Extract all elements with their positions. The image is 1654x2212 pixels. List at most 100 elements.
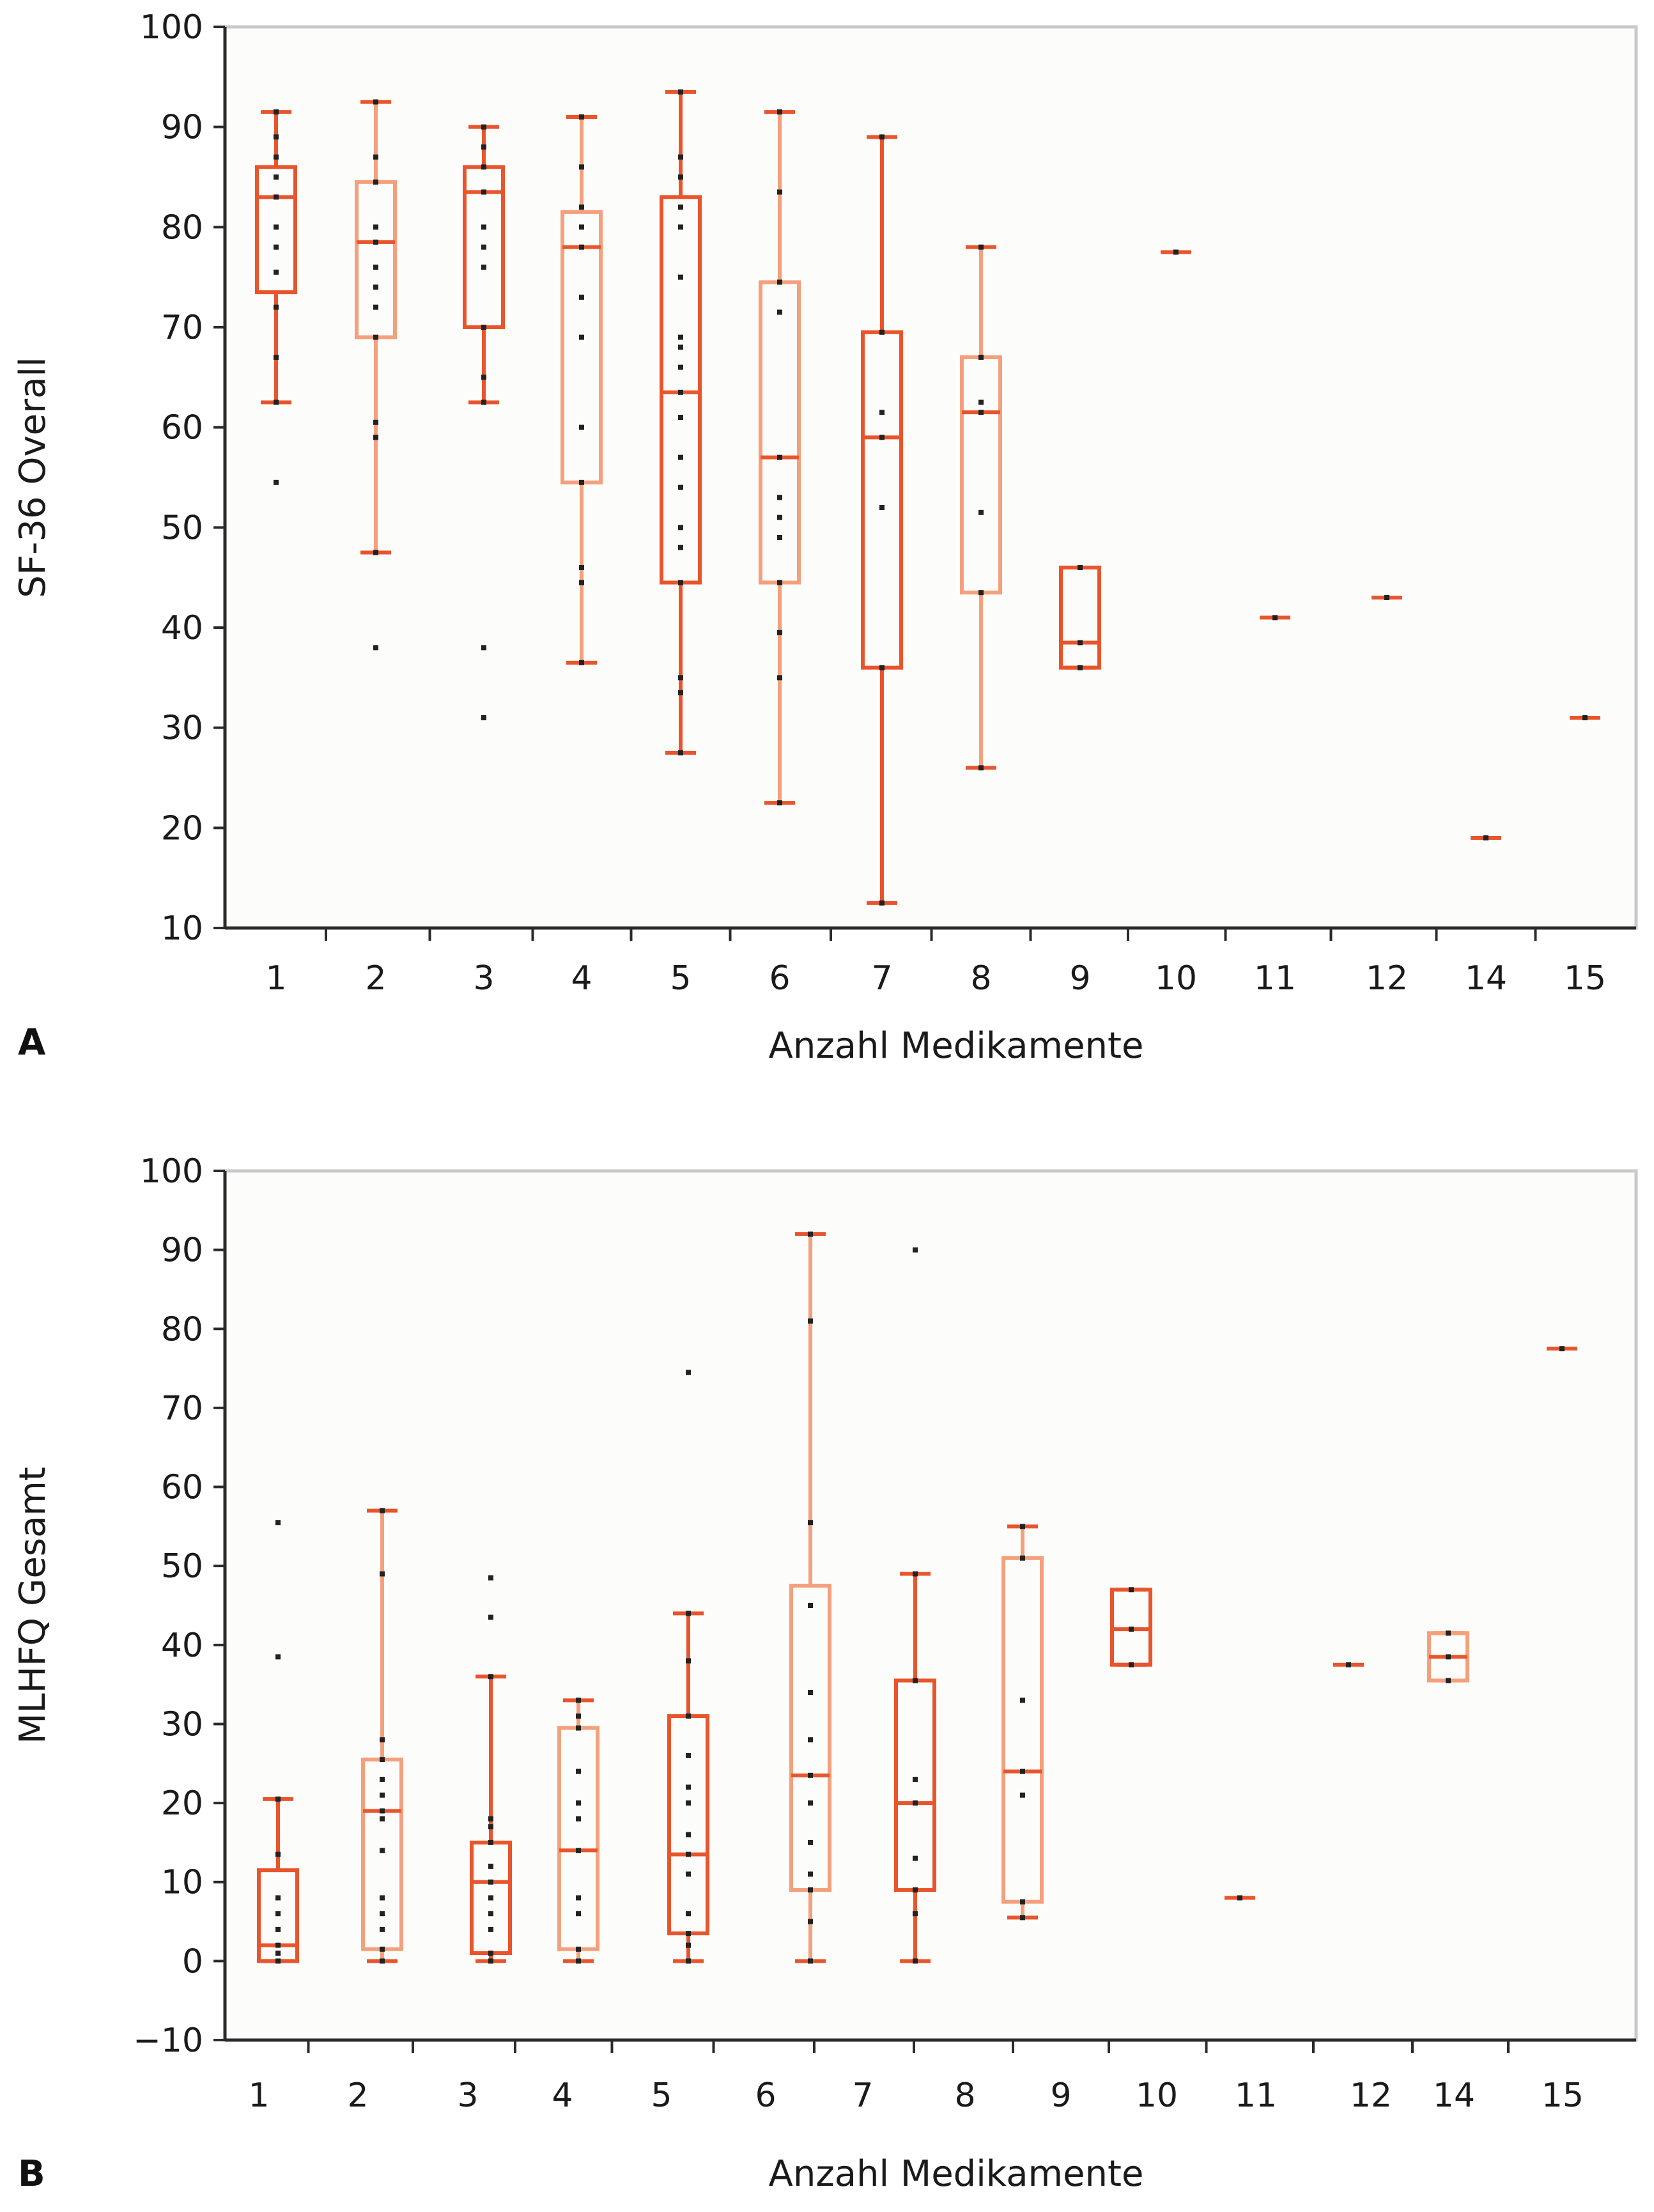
data-point	[275, 1942, 281, 1948]
data-point	[777, 514, 782, 520]
data-point	[576, 1816, 581, 1821]
y-tick-label: 80	[161, 1310, 203, 1349]
data-point	[1446, 1654, 1451, 1660]
data-point	[808, 1887, 813, 1893]
x-axis-title: Anzahl Medikamente	[769, 2153, 1144, 2195]
data-point	[1020, 1899, 1025, 1905]
data-point	[274, 194, 279, 200]
data-point	[808, 1603, 813, 1608]
x-tick-label: 2	[365, 959, 386, 998]
box-6	[789, 1231, 831, 1964]
data-point	[777, 535, 782, 540]
box-8	[1001, 1524, 1044, 1921]
data-point	[274, 355, 279, 360]
data-point	[481, 144, 486, 150]
data-point	[808, 1520, 813, 1526]
data-point	[274, 304, 279, 310]
data-point	[678, 545, 683, 550]
data-point	[978, 590, 984, 596]
data-point	[686, 1958, 691, 1964]
data-point	[1237, 1895, 1242, 1901]
data-point	[1129, 1627, 1134, 1632]
y-tick-label: 60	[161, 1469, 203, 1507]
data-point	[1020, 1915, 1025, 1921]
data-point	[373, 304, 378, 310]
data-point	[777, 189, 782, 195]
data-point	[1582, 715, 1588, 720]
box-12	[1427, 1630, 1469, 1683]
data-point	[913, 1800, 918, 1806]
data-point	[879, 435, 885, 440]
box-8	[960, 244, 1002, 771]
data-point	[879, 665, 885, 670]
data-point	[481, 189, 486, 195]
data-point	[808, 1800, 813, 1806]
y-tick-label: 0	[182, 1942, 203, 1981]
data-point	[686, 1871, 691, 1877]
y-tick-label: 20	[161, 1784, 203, 1823]
data-point	[686, 1784, 691, 1790]
data-point	[373, 224, 378, 230]
data-point	[380, 1895, 385, 1901]
data-point	[373, 265, 378, 270]
data-point	[481, 265, 486, 270]
y-tick-label: 90	[161, 109, 203, 147]
data-point	[978, 244, 984, 250]
data-point	[678, 89, 683, 95]
data-point	[380, 1808, 385, 1814]
data-point	[1129, 1662, 1134, 1667]
data-point	[481, 375, 486, 380]
data-point	[274, 479, 279, 485]
data-point	[686, 1942, 691, 1948]
data-point	[678, 224, 683, 230]
data-point	[274, 134, 279, 140]
x-tick-label: 11	[1235, 2077, 1277, 2115]
y-tick-label: 10	[161, 909, 203, 948]
box-6	[759, 109, 801, 806]
data-point	[579, 224, 584, 230]
y-tick-label: 90	[161, 1232, 203, 1270]
data-point	[274, 244, 279, 250]
iqr-box	[255, 165, 297, 295]
data-point	[576, 1800, 581, 1806]
data-point	[913, 1678, 918, 1683]
data-point	[678, 205, 683, 210]
y-tick-label: 30	[161, 1705, 203, 1744]
data-point	[576, 1848, 581, 1853]
data-point	[576, 1895, 581, 1901]
data-point	[777, 279, 782, 285]
data-point	[488, 1614, 493, 1620]
data-point	[579, 479, 584, 485]
data-point	[678, 454, 683, 460]
data-point	[686, 1911, 691, 1917]
box-1	[257, 1520, 299, 1964]
data-point	[274, 154, 279, 160]
box-5	[660, 89, 702, 755]
data-point	[777, 495, 782, 500]
box-7	[894, 1247, 936, 1964]
y-tick-label: 40	[161, 609, 203, 647]
y-tick-label: −10	[133, 2022, 203, 2060]
data-point	[686, 1370, 691, 1375]
data-point	[488, 1575, 493, 1581]
x-tick-label: 9	[1069, 959, 1090, 998]
data-point	[678, 154, 683, 160]
y-tick-label: 100	[140, 1152, 203, 1191]
y-axis-title: SF-36 Overall	[12, 357, 54, 598]
data-point	[380, 1737, 385, 1743]
data-point	[686, 1832, 691, 1837]
data-point	[579, 205, 584, 210]
data-point	[808, 1839, 813, 1845]
box-9	[1110, 1587, 1152, 1667]
data-point	[808, 1737, 813, 1743]
data-point	[1020, 1555, 1025, 1561]
x-tick-label: 6	[755, 2077, 776, 2115]
x-tick-label: 1	[248, 2077, 269, 2115]
x-axis-title: Anzahl Medikamente	[769, 1025, 1144, 1067]
data-point	[373, 179, 378, 185]
x-tick-label: 8	[954, 2077, 975, 2115]
x-tick-label: 15	[1564, 959, 1606, 998]
data-point	[808, 1958, 813, 1964]
data-point	[488, 1951, 493, 1956]
